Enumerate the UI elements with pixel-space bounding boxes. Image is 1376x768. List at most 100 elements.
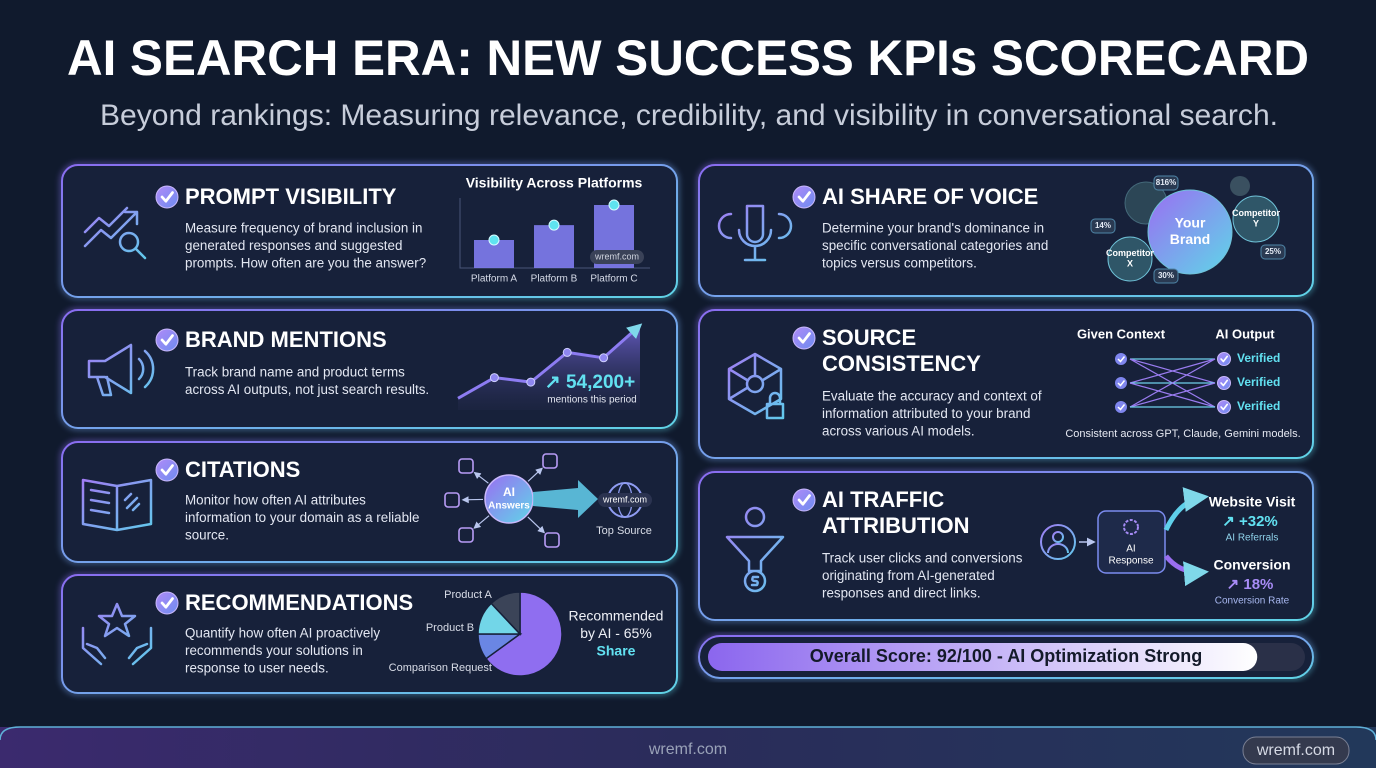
bar-dot: [608, 199, 620, 211]
check-badge: [155, 591, 179, 615]
line-point: [489, 373, 499, 383]
hub-label: Response: [1108, 556, 1153, 567]
card: [698, 471, 1314, 621]
hub-label: Answers: [488, 501, 530, 512]
output-label: Verified: [1237, 375, 1280, 389]
badge-label: 816%: [1156, 178, 1176, 187]
highlight-caption: mentions this period: [547, 395, 637, 406]
check-mark: [797, 332, 811, 344]
badge-label: 14%: [1095, 221, 1111, 230]
user-body: [1047, 543, 1069, 554]
highlight-value: ↗ 54,200+: [545, 372, 635, 393]
hub-label: AI: [503, 485, 515, 499]
card-title: RECOMMENDATIONS: [185, 590, 413, 615]
card-description: topics versus competitors.: [822, 256, 977, 271]
badge: [1153, 175, 1179, 191]
card-title: CONSISTENCY: [822, 351, 981, 376]
context-node: [1115, 377, 1127, 389]
card-description: responses and direct links.: [822, 586, 981, 601]
column-title: Given Context: [1077, 326, 1166, 341]
target-caption: Top Source: [596, 525, 652, 537]
footer-badge: [1242, 736, 1350, 765]
pie-slice: [490, 591, 521, 636]
slice-label: Product B: [426, 622, 474, 634]
source-icon: [542, 453, 558, 469]
card-description: recommends your solutions in: [185, 643, 363, 658]
card-description: prompts. How often are you the answer?: [185, 256, 426, 271]
card-title: AI TRAFFIC: [822, 487, 944, 512]
check-mark: [1220, 379, 1229, 387]
check-badge: [792, 185, 816, 209]
card-icon: [717, 204, 793, 262]
footer-edge: [0, 726, 1376, 741]
outcome-value: ↗ +32%: [1222, 513, 1278, 530]
axis: [459, 198, 650, 269]
card-description: Track brand name and product terms: [185, 365, 405, 380]
check-mark: [1220, 355, 1229, 363]
hub-box: [1097, 510, 1166, 574]
check-mark: [1117, 404, 1126, 411]
target-pill: [598, 493, 652, 507]
connector: [527, 467, 543, 482]
bubble: [1107, 236, 1153, 282]
bubble-decor: [1230, 176, 1250, 196]
card-description: Determine your brand's dominance in: [822, 221, 1044, 236]
card-description: originating from AI-generated: [822, 568, 995, 583]
check-badge: [155, 458, 179, 482]
footnote: Consistent across GPT, Claude, Gemini mo…: [1065, 428, 1300, 440]
card-icon: [81, 602, 153, 666]
card-title: SOURCE: [822, 325, 916, 350]
card: [61, 164, 678, 298]
card-icon: [81, 478, 153, 532]
check-mark: [160, 597, 174, 609]
line-point: [599, 353, 609, 363]
card-description: Measure frequency of brand inclusion in: [185, 221, 422, 236]
check-mark: [1220, 403, 1229, 411]
user-icon: [1040, 524, 1076, 560]
check-badge: [792, 326, 816, 350]
card-description: response to user needs.: [185, 661, 329, 676]
check-badge: [792, 488, 816, 512]
badge: [1260, 244, 1286, 260]
bubble-label: X: [1127, 259, 1133, 269]
x-tick-label: Platform A: [471, 274, 517, 285]
context-node: [1115, 401, 1127, 413]
bar-dot: [548, 219, 560, 231]
target-label: wremf.com: [602, 494, 647, 504]
page-subtitle: Beyond rankings: Measuring relevance, cr…: [100, 99, 1278, 132]
card-title: BRAND MENTIONS: [185, 327, 387, 352]
link: [1129, 382, 1216, 408]
card-title: PROMPT VISIBILITY: [185, 184, 397, 209]
watermark-pill: [590, 250, 644, 264]
score-fill: [708, 643, 1258, 671]
check-badge: [155, 185, 179, 209]
footer-badge-text: wremf.com: [1256, 742, 1335, 759]
output-label: Verified: [1237, 351, 1280, 365]
chart-title: Visibility Across Platforms: [466, 175, 643, 191]
card-description: information to your domain as a reliable: [185, 510, 419, 525]
page-title: AI SEARCH ERA: NEW SUCCESS KPIs SCORECAR…: [67, 30, 1309, 86]
x-tick-label: Platform B: [531, 274, 578, 285]
card-icon: [87, 343, 155, 397]
card-description: Quantify how often AI proactively: [185, 626, 380, 641]
context-node: [1115, 353, 1127, 365]
column-title: AI Output: [1215, 326, 1275, 341]
outcome-caption: Conversion Rate: [1215, 596, 1290, 607]
check-badge: [1217, 376, 1231, 390]
line: [457, 323, 643, 400]
card-description: across various AI models.: [822, 424, 975, 439]
source-icon: [544, 532, 560, 548]
check-badge: [155, 328, 179, 352]
badge: [1090, 218, 1116, 234]
bubble: [1147, 189, 1233, 275]
check-mark: [797, 191, 811, 203]
badge: [1153, 268, 1179, 284]
card: [698, 309, 1314, 459]
source-icon: [458, 458, 474, 474]
link: [1129, 358, 1216, 408]
bubble-label: Y: [1253, 219, 1259, 229]
callout: Share: [597, 643, 636, 659]
callout: Recommended: [569, 608, 664, 624]
card-title: AI SHARE OF VOICE: [822, 184, 1038, 209]
